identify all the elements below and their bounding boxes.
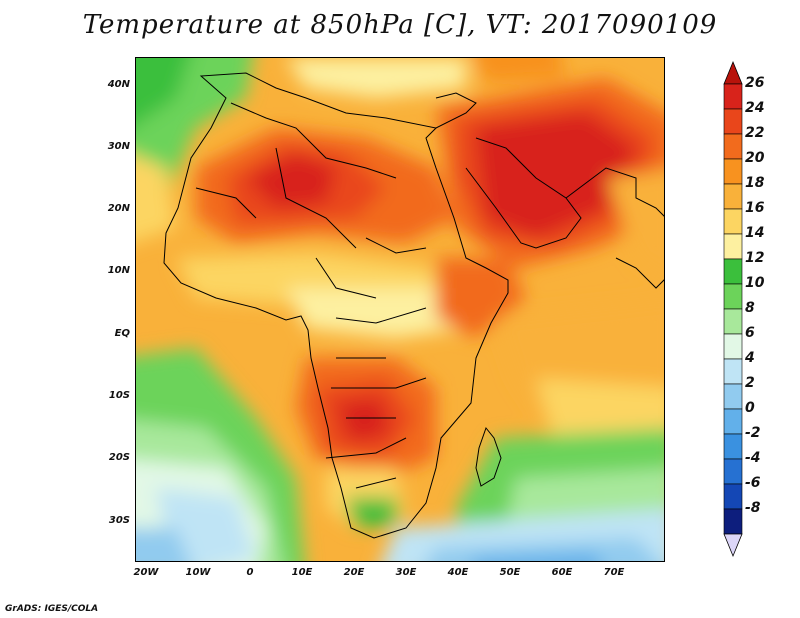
color-bar-swatch xyxy=(723,308,743,335)
color-bar-swatch xyxy=(723,333,743,360)
lat-label-40n: 40N xyxy=(107,79,130,90)
color-bar-tick-label: 6 xyxy=(745,325,755,341)
grads-credit: GrADS: IGES/COLA xyxy=(5,604,99,614)
color-bar-tick-label: -2 xyxy=(745,425,761,441)
lat-label-30s: 30S xyxy=(108,515,130,526)
color-bar-swatch xyxy=(723,433,743,460)
color-bar-tick-label: -8 xyxy=(745,500,761,516)
lat-label-10n: 10N xyxy=(107,265,130,276)
color-bar-tick-label: -4 xyxy=(745,450,761,466)
lon-label-0: 0 xyxy=(246,567,254,578)
color-bar-tick-label: 26 xyxy=(745,75,765,91)
color-bar-tick-label: -6 xyxy=(745,475,761,491)
color-bar-tick-label: 22 xyxy=(745,125,765,141)
lon-label-70e: 70E xyxy=(603,567,625,578)
color-bar-swatch xyxy=(723,283,743,310)
color-bar-tick-label: 8 xyxy=(745,300,755,316)
color-bar-swatch xyxy=(723,258,743,285)
temperature-map xyxy=(135,57,665,562)
color-bar-tick-label: 2 xyxy=(745,375,755,391)
lon-label-60e: 60E xyxy=(551,567,573,578)
color-bar-tick-label: 10 xyxy=(745,275,765,291)
lat-label-30n: 30N xyxy=(107,141,130,152)
color-bar-tick-label: 4 xyxy=(745,350,755,366)
lat-label-10s: 10S xyxy=(108,390,130,401)
color-bar-swatch xyxy=(723,458,743,485)
lon-label-20e: 20E xyxy=(343,567,365,578)
color-bar-swatch xyxy=(723,383,743,410)
color-bar-tick-label: 18 xyxy=(745,175,765,191)
color-bar-swatch xyxy=(723,83,743,110)
color-bar-tick-label: 12 xyxy=(745,250,765,266)
color-bar-swatch xyxy=(723,183,743,210)
color-bar-swatch xyxy=(723,358,743,385)
lat-label-20n: 20N xyxy=(107,203,130,214)
color-bar-tick-label: 24 xyxy=(745,100,765,116)
color-bar-swatch xyxy=(723,233,743,260)
color-bar-swatch xyxy=(723,108,743,135)
color-bar-tick-label: 14 xyxy=(745,225,765,241)
color-bar-swatch xyxy=(723,408,743,435)
color-bar-swatch xyxy=(723,483,743,510)
color-bar-swatch xyxy=(723,133,743,160)
color-bar-swatch xyxy=(723,208,743,235)
color-bar-tick-label: 0 xyxy=(745,400,755,416)
coastlines xyxy=(163,72,664,539)
color-bar-swatch xyxy=(723,158,743,185)
map-title: Temperature at 850hPa [C], VT: 201709010… xyxy=(82,10,718,40)
lon-label-50e: 50E xyxy=(499,567,521,578)
color-bar-tick-label: 20 xyxy=(745,150,765,166)
lon-label-40e: 40E xyxy=(447,567,469,578)
lon-label-10e: 10E xyxy=(291,567,313,578)
map-canvas xyxy=(136,58,664,561)
color-bar-top-arrow xyxy=(723,60,743,85)
lon-label-30e: 30E xyxy=(395,567,417,578)
lat-label-eq: EQ xyxy=(114,328,130,339)
color-bar-swatch xyxy=(723,508,743,535)
lon-label-20w: 20W xyxy=(133,567,159,578)
color-bar-tick-label: 16 xyxy=(745,200,765,216)
color-bar xyxy=(723,60,743,558)
lon-label-10w: 10W xyxy=(185,567,211,578)
color-bar-bottom-arrow xyxy=(723,533,743,558)
lat-label-20s: 20S xyxy=(108,452,130,463)
